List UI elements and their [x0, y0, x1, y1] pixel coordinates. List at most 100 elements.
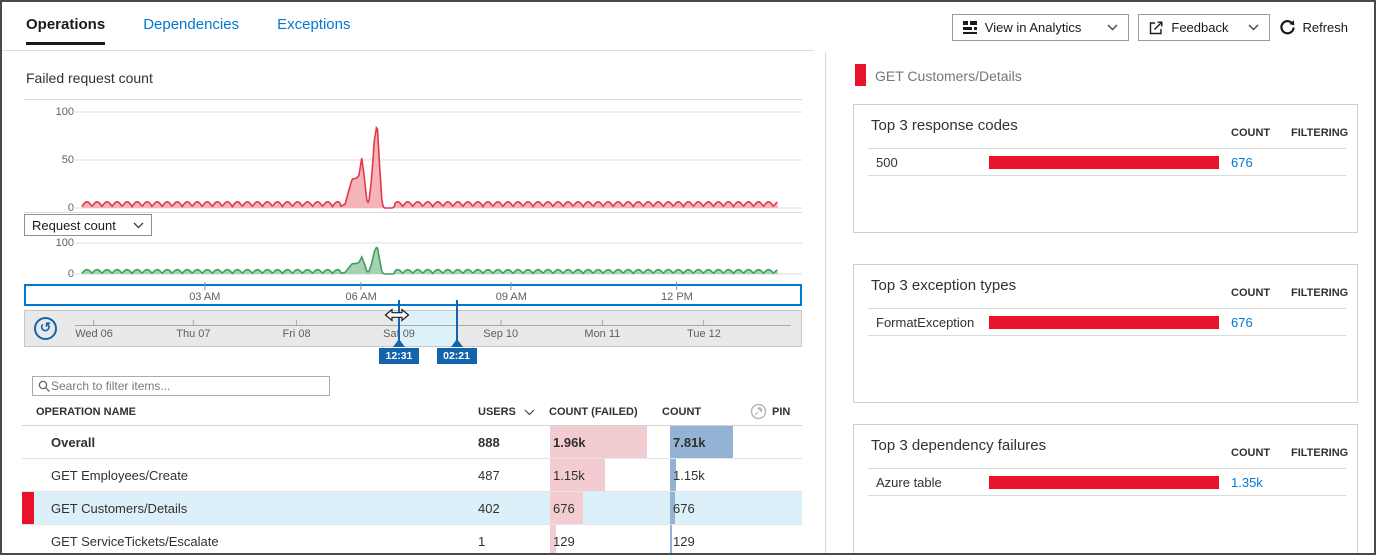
refresh-label: Refresh	[1302, 20, 1348, 35]
date-label: Wed 06	[75, 328, 113, 340]
card-divider	[868, 468, 1346, 469]
failed-count-bar	[550, 426, 647, 458]
metric-dropdown[interactable]: Request count	[24, 214, 152, 236]
brush-handle-end[interactable]	[455, 300, 458, 343]
refresh-icon	[1280, 20, 1296, 35]
view-in-analytics-label: View in Analytics	[984, 20, 1082, 35]
users-value: 888	[478, 435, 500, 450]
timeline-band[interactable]: ↺ Wed 06 Thu 07 Fri 08 Sat 09 Sep 10 Mon…	[24, 310, 802, 347]
header-divider	[22, 425, 802, 426]
refresh-button[interactable]: Refresh	[1279, 14, 1348, 41]
card-divider	[868, 175, 1346, 176]
failed-chart-title: Failed request count	[26, 70, 153, 86]
brush-time-start[interactable]: 12:31	[378, 348, 419, 364]
response-code-label: 500	[876, 155, 898, 170]
col-users[interactable]: USERS	[478, 406, 516, 418]
count-bar	[670, 525, 733, 553]
feedback-button[interactable]: Feedback	[1138, 14, 1271, 41]
request-ytick-0: 0	[67, 268, 74, 280]
brush-time-end[interactable]: 02:21	[436, 348, 477, 364]
count-value: 7.81k	[673, 435, 706, 450]
pane-divider	[825, 52, 826, 553]
count-header: COUNT	[1231, 127, 1271, 139]
search-icon	[38, 380, 50, 392]
tab-dependencies[interactable]: Dependencies	[143, 16, 240, 33]
tick-mark	[500, 320, 502, 325]
table-row[interactable]: GET Employees/Create 487 1.15k 1.15k	[22, 459, 802, 492]
failed-count-value: 676	[553, 501, 575, 516]
failed-ytick-50: 50	[61, 154, 74, 166]
search-box	[32, 376, 330, 396]
users-value: 1	[478, 534, 486, 549]
filtering-header: FILTERING	[1291, 287, 1349, 299]
tick-mark	[360, 282, 362, 290]
users-value: 487	[478, 468, 500, 483]
exception-type-label: FormatException	[876, 315, 975, 330]
count-bar	[989, 316, 1219, 329]
tab-exceptions[interactable]: Exceptions	[277, 16, 351, 33]
date-label: Fri 08	[282, 328, 311, 340]
count-value: 676	[673, 501, 695, 516]
card-title: Top 3 response codes	[871, 117, 1018, 134]
tick-label: 12 PM	[661, 291, 693, 303]
time-tick: 09 AM	[496, 282, 527, 303]
date-label: Thu 07	[176, 328, 211, 340]
feedback-label: Feedback	[1171, 20, 1229, 35]
search-input[interactable]	[51, 379, 324, 393]
card-title: Top 3 dependency failures	[871, 437, 1047, 454]
count-bar	[670, 492, 733, 524]
failed-count-value: 1.96k	[553, 435, 586, 450]
tab-operations[interactable]: Operations	[26, 16, 106, 45]
card-divider	[868, 335, 1346, 336]
card-top-dependency-failures: Top 3 dependency failures COUNT FILTERIN…	[853, 424, 1358, 553]
brush-handle-start[interactable]	[397, 300, 400, 343]
count-bar	[670, 459, 733, 491]
count-bar	[670, 426, 733, 458]
tick-label: 03 AM	[189, 291, 221, 303]
count-value: 1.15k	[673, 468, 705, 483]
table-row-selected[interactable]: GET Customers/Details 402 676 676	[22, 492, 802, 525]
count-link[interactable]: 676	[1231, 315, 1253, 330]
time-axis-box[interactable]: 03 AM 06 AM 09 AM 12 PM	[24, 282, 802, 306]
request-ytick-100: 100	[55, 237, 74, 249]
request-count-chart	[72, 242, 802, 275]
filtering-header: FILTERING	[1291, 447, 1349, 459]
count-header: COUNT	[1231, 287, 1271, 299]
count-link[interactable]: 1.35k	[1231, 475, 1263, 490]
reset-zoom-button[interactable]: ↺	[34, 317, 57, 340]
failed-count-bar	[550, 525, 647, 553]
failed-count-value: 1.15k	[553, 468, 585, 483]
tick-label: 09 AM	[495, 291, 527, 303]
users-value: 402	[478, 501, 500, 516]
count-link[interactable]: 676	[1231, 155, 1253, 170]
tick-mark	[510, 282, 512, 290]
card-divider	[868, 148, 1346, 149]
count-value: 129	[673, 534, 695, 549]
date-tick: Sep 10	[483, 311, 518, 340]
col-count: COUNT	[662, 406, 702, 418]
undo-icon: ↺	[39, 319, 52, 336]
time-tick: 12 PM	[661, 282, 693, 303]
filtering-header: FILTERING	[1291, 127, 1349, 139]
tick-mark	[296, 320, 298, 325]
table-header: OPERATION NAME USERS COUNT (FAILED) COUN…	[22, 400, 802, 426]
tick-mark	[93, 320, 95, 325]
failed-request-chart	[72, 111, 802, 209]
tick-mark	[703, 320, 705, 325]
table-row-overall[interactable]: Overall 888 1.96k 7.81k	[22, 426, 802, 459]
view-in-analytics-button[interactable]: View in Analytics	[951, 14, 1130, 41]
date-tick: Tue 12	[687, 311, 721, 340]
chevron-down-icon	[1107, 24, 1118, 31]
table-row[interactable]: GET ServiceTickets/Escalate 1 129 129	[22, 525, 802, 553]
pin-icon[interactable]	[750, 403, 767, 420]
failed-count-bar	[550, 459, 647, 491]
sort-chevron-icon[interactable]	[524, 409, 535, 416]
operation-name: GET Customers/Details	[51, 501, 188, 516]
time-tick: 06 AM	[346, 282, 377, 303]
chevron-down-icon	[1248, 24, 1259, 31]
date-label: Tue 12	[687, 328, 721, 340]
failed-count-value: 129	[553, 534, 575, 549]
col-operation-name: OPERATION NAME	[36, 406, 137, 418]
external-link-icon	[1150, 21, 1163, 34]
